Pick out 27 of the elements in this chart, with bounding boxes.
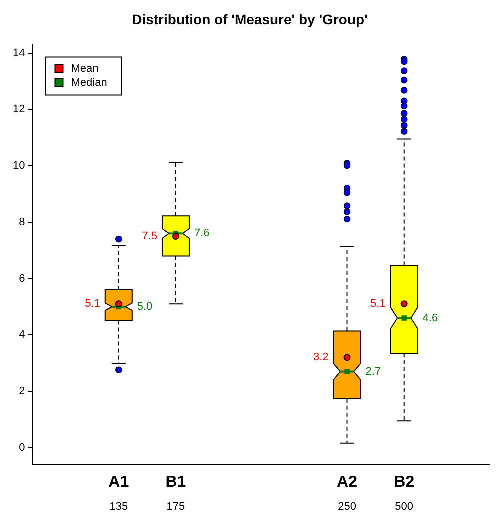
text: 500 xyxy=(395,500,414,513)
y-tick-label: 14 xyxy=(12,47,26,60)
y-tick-label: 6 xyxy=(19,272,26,285)
legend-label: Mean xyxy=(71,62,99,75)
x-tick-label: A2 xyxy=(337,474,358,491)
y-tick-label: 2 xyxy=(19,386,26,398)
y-tick-label: 8 xyxy=(19,216,26,228)
x-tick-label: A1 xyxy=(108,474,130,491)
y-tick-label: 0 xyxy=(19,442,26,454)
y-tick-label: 10 xyxy=(12,160,26,172)
y-tick-label: 4 xyxy=(19,329,26,342)
text: 175 xyxy=(166,500,186,513)
chart-title: Distribution of 'Measure' by 'Group' xyxy=(132,11,368,28)
x-tick-label: B2 xyxy=(394,474,415,491)
data-label: 3.2 xyxy=(313,352,329,364)
text: 250 xyxy=(338,500,356,513)
legend-label: Median xyxy=(71,76,108,89)
data-label: 7.6 xyxy=(194,228,210,240)
data-label: 5.0 xyxy=(137,300,153,313)
y-tick-label: 12 xyxy=(12,104,26,116)
data-label: 4.6 xyxy=(422,312,438,324)
text: 135 xyxy=(110,500,128,513)
data-label: 2.7 xyxy=(366,366,382,378)
x-tick-label: B1 xyxy=(166,474,186,491)
data-label: 5.1 xyxy=(85,298,100,310)
data-label: 7.5 xyxy=(142,230,158,243)
data-label: 5.1 xyxy=(370,298,386,310)
